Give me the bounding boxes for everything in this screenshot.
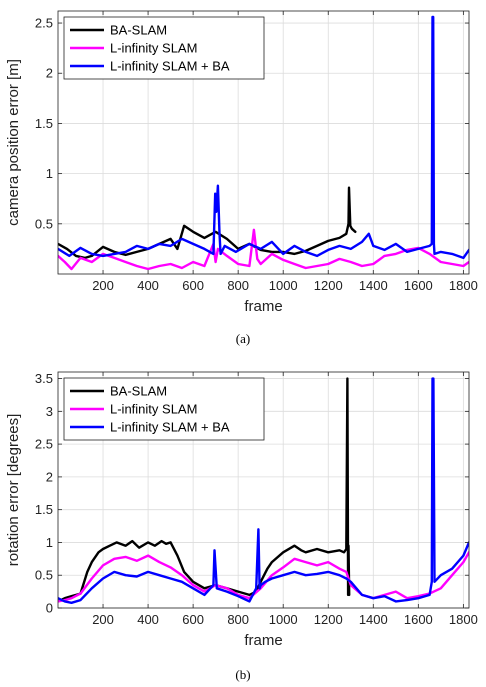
y-tick-label: 0.5 <box>35 568 53 583</box>
x-tick-label: 1200 <box>314 612 343 627</box>
x-tick-label: 1000 <box>269 278 298 293</box>
x-tick-label: 1400 <box>359 278 388 293</box>
series-line-1 <box>58 228 469 271</box>
y-tick-label: 2.5 <box>35 437 53 452</box>
x-tick-label: 1800 <box>449 278 478 293</box>
x-tick-label: 600 <box>182 612 204 627</box>
x-tick-label: 400 <box>137 612 159 627</box>
x-tick-label: 400 <box>137 278 159 293</box>
y-tick-label: 1 <box>46 535 53 550</box>
x-axis-label: frame <box>244 298 282 315</box>
chart-camera-position-error: 200 400 600 800 1000 1200 1400 1600 1800 0.5 1 1.5 2… <box>5 10 478 315</box>
x-tick-label: 1800 <box>449 612 478 627</box>
series-group <box>58 15 469 271</box>
legend: BA-SLAM L-infinity SLAM L-infinity SLAM + … <box>63 16 265 80</box>
chart-rotation-error: 200 400 600 800 1000 1200 1400 1600 1800 0 0.5 1 1.5… <box>5 371 478 649</box>
y-tick-label: 2 <box>46 469 53 484</box>
x-tick-label: 1600 <box>404 612 433 627</box>
x-tick-label: 800 <box>227 612 249 627</box>
y-tick-label: 1.5 <box>35 502 53 517</box>
y-tick-label: 0.5 <box>35 216 53 231</box>
series-line-2 <box>58 377 469 604</box>
series-line-2 <box>58 15 469 260</box>
x-tick-label: 200 <box>92 278 114 293</box>
legend: BA-SLAM L-infinity SLAM L-infinity SLAM + … <box>63 377 265 441</box>
caption-a: (a) <box>235 331 251 346</box>
x-tick-label: 1200 <box>314 278 343 293</box>
axes-box <box>57 371 470 609</box>
x-tick-label: 1600 <box>404 278 433 293</box>
y-tick-label: 3.5 <box>35 371 53 386</box>
x-tick-label: 1000 <box>269 612 298 627</box>
y-tick-label: 1 <box>46 166 53 181</box>
x-tick-label: 1400 <box>359 612 388 627</box>
x-tick-label: 800 <box>227 278 249 293</box>
y-tick-label: 2 <box>46 66 53 81</box>
y-tick-label: 1.5 <box>35 116 53 131</box>
y-tick-label: 0 <box>46 601 53 616</box>
y-tick-label: 2.5 <box>35 16 53 31</box>
legend-label-0: BA-SLAM <box>110 23 167 38</box>
series-group <box>58 377 469 604</box>
series-line-0 <box>58 377 351 603</box>
series-line-0 <box>58 186 357 260</box>
legend-label-1: L-infinity SLAM <box>110 41 197 56</box>
axes-box <box>57 10 470 275</box>
legend-label-0: BA-SLAM <box>110 384 167 399</box>
legend-label-1: L-infinity SLAM <box>110 402 197 417</box>
legend-label-2: L-infinity SLAM + BA <box>110 420 230 435</box>
x-tick-label: 200 <box>92 612 114 627</box>
legend-label-2: L-infinity SLAM + BA <box>110 59 230 74</box>
x-axis-label: frame <box>244 632 282 649</box>
y-axis-label: rotation error [degrees] <box>5 414 22 567</box>
x-tick-label: 600 <box>182 278 204 293</box>
caption-b: (b) <box>235 667 251 682</box>
y-axis-label: camera position error [m] <box>5 59 22 226</box>
y-tick-label: 3 <box>46 404 53 419</box>
